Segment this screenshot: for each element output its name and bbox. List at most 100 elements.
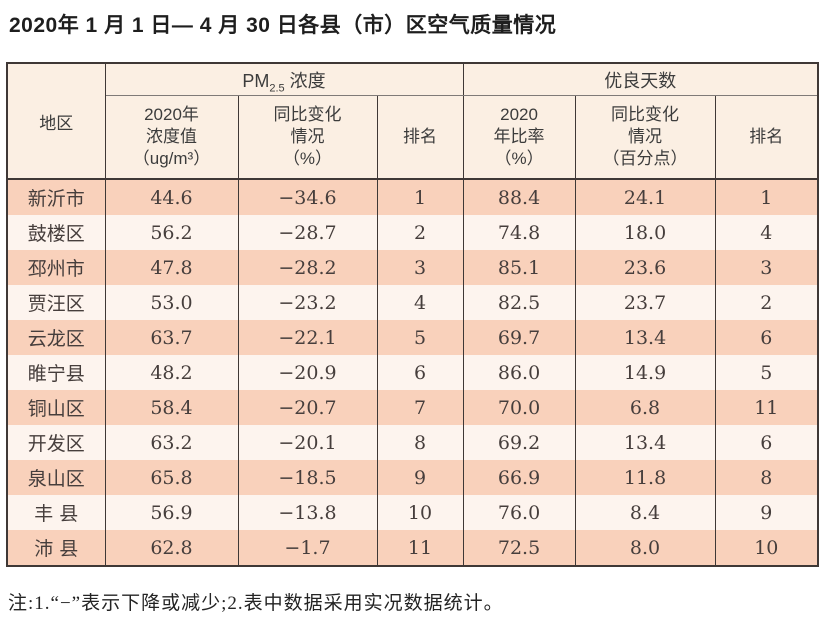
- pm-change-cell: −23.2: [237, 285, 378, 320]
- good-rank-cell: 5: [714, 355, 819, 390]
- pm-change-cell: −1.7: [237, 530, 378, 566]
- good-rate-cell: 86.0: [462, 355, 576, 390]
- region-cell: 邳州市: [6, 250, 106, 285]
- header-good-change: 同比变化 情况 （百分点）: [574, 95, 716, 180]
- good-rank-cell: 1: [714, 179, 819, 215]
- header-region: 地区: [6, 63, 106, 180]
- pm-rank-cell: 4: [376, 285, 464, 320]
- good-rate-cell: 76.0: [462, 495, 576, 530]
- air-quality-table: 地区 PM2.5 浓度 优良天数 2020年 浓度值 （ug/m³） 同比变化 …: [6, 62, 820, 567]
- pm-rank-cell: 9: [376, 460, 464, 495]
- good-rank-cell: 6: [714, 425, 819, 460]
- pm-change-cell: −34.6: [237, 179, 378, 215]
- pm-value-cell: 63.2: [104, 425, 239, 460]
- good-change-cell: 8.0: [574, 530, 716, 566]
- header-pm-rank: 排名: [376, 95, 464, 180]
- pm-value-cell: 65.8: [104, 460, 239, 495]
- table-row: 邳州市 47.8 −28.2 3 85.1 23.6 3: [6, 250, 819, 285]
- pm-rank-cell: 8: [376, 425, 464, 460]
- good-change-cell: 24.1: [574, 179, 716, 215]
- table-row: 泉山区 65.8 −18.5 9 66.9 11.8 8: [6, 460, 819, 495]
- pm-rank-cell: 3: [376, 250, 464, 285]
- pm-change-cell: −28.2: [237, 250, 378, 285]
- good-rank-cell: 6: [714, 320, 819, 355]
- pm-value-cell: 47.8: [104, 250, 239, 285]
- good-rate-cell: 69.7: [462, 320, 576, 355]
- region-cell: 泉山区: [6, 460, 106, 495]
- pm-rank-cell: 1: [376, 179, 464, 215]
- region-cell: 新沂市: [6, 179, 106, 215]
- pm-change-cell: −13.8: [237, 495, 378, 530]
- footnote: 注:1.“−”表示下降或减少;2.表中数据采用实况数据统计。: [8, 593, 504, 614]
- pm25-label: PM2.5 浓度: [242, 70, 326, 95]
- region-cell: 铜山区: [6, 390, 106, 425]
- good-change-cell: 14.9: [574, 355, 716, 390]
- region-cell: 鼓楼区: [6, 215, 106, 250]
- header-pm-change: 同比变化 情况 （%）: [237, 95, 378, 180]
- table-row: 开发区 63.2 −20.1 8 69.2 13.4 6: [6, 425, 819, 460]
- good-change-cell: 23.7: [574, 285, 716, 320]
- pm-rank-cell: 7: [376, 390, 464, 425]
- good-rank-cell: 9: [714, 495, 819, 530]
- table-header: 地区 PM2.5 浓度 优良天数 2020年 浓度值 （ug/m³） 同比变化 …: [6, 63, 819, 180]
- good-change-cell: 13.4: [574, 425, 716, 460]
- pm-value-cell: 58.4: [104, 390, 239, 425]
- pm-change-cell: −22.1: [237, 320, 378, 355]
- region-cell: 丰 县: [6, 495, 106, 530]
- pm-rank-cell: 11: [376, 530, 464, 566]
- good-change-cell: 8.4: [574, 495, 716, 530]
- table-row: 睢宁县 48.2 −20.9 6 86.0 14.9 5: [6, 355, 819, 390]
- pm-change-cell: −20.9: [237, 355, 378, 390]
- header-group-row: 地区 PM2.5 浓度 优良天数: [6, 63, 819, 180]
- pm-change-cell: −28.7: [237, 215, 378, 250]
- table-row: 贾汪区 53.0 −23.2 4 82.5 23.7 2: [6, 285, 819, 320]
- pm-rank-cell: 5: [376, 320, 464, 355]
- table-row: 鼓楼区 56.2 −28.7 2 74.8 18.0 4: [6, 215, 819, 250]
- good-rate-cell: 72.5: [462, 530, 576, 566]
- pm-value-cell: 63.7: [104, 320, 239, 355]
- region-cell: 沛 县: [6, 530, 106, 566]
- region-cell: 云龙区: [6, 320, 106, 355]
- table-row: 丰 县 56.9 −13.8 10 76.0 8.4 9: [6, 495, 819, 530]
- good-rate-cell: 85.1: [462, 250, 576, 285]
- header-good-rate: 2020 年比率 （%）: [462, 95, 576, 180]
- good-change-cell: 13.4: [574, 320, 716, 355]
- header-good-days-group: 优良天数: [462, 63, 819, 96]
- pm-value-cell: 56.2: [104, 215, 239, 250]
- good-rate-cell: 66.9: [462, 460, 576, 495]
- good-change-cell: 23.6: [574, 250, 716, 285]
- table-row: 新沂市 44.6 −34.6 1 88.4 24.1 1: [6, 179, 819, 215]
- header-pm25-group: PM2.5 浓度: [104, 63, 464, 96]
- pm-value-cell: 44.6: [104, 179, 239, 215]
- region-cell: 开发区: [6, 425, 106, 460]
- pm-rank-cell: 6: [376, 355, 464, 390]
- pm-rank-cell: 2: [376, 215, 464, 250]
- good-change-cell: 11.8: [574, 460, 716, 495]
- header-good-rank: 排名: [714, 95, 819, 180]
- good-rate-cell: 69.2: [462, 425, 576, 460]
- pm-change-cell: −20.1: [237, 425, 378, 460]
- good-rank-cell: 8: [714, 460, 819, 495]
- table-row: 沛 县 62.8 −1.7 11 72.5 8.0 10: [6, 530, 819, 566]
- good-rate-cell: 82.5: [462, 285, 576, 320]
- good-rank-cell: 11: [714, 390, 819, 425]
- good-change-cell: 18.0: [574, 215, 716, 250]
- good-rate-cell: 70.0: [462, 390, 576, 425]
- pm-change-cell: −18.5: [237, 460, 378, 495]
- page-title: 2020年 1 月 1 日— 4 月 30 日各县（市）区空气质量情况: [9, 14, 557, 37]
- table-body: 新沂市 44.6 −34.6 1 88.4 24.1 1 鼓楼区 56.2 −28.7 2 74.8 1…: [6, 179, 819, 566]
- good-rate-cell: 74.8: [462, 215, 576, 250]
- table-row: 铜山区 58.4 −20.7 7 70.0 6.8 11: [6, 390, 819, 425]
- pm-change-cell: −20.7: [237, 390, 378, 425]
- region-cell: 贾汪区: [6, 285, 106, 320]
- good-rank-cell: 4: [714, 215, 819, 250]
- pm-rank-cell: 10: [376, 495, 464, 530]
- header-pm-value: 2020年 浓度值 （ug/m³）: [104, 95, 239, 180]
- region-cell: 睢宁县: [6, 355, 106, 390]
- pm-value-cell: 48.2: [104, 355, 239, 390]
- pm-value-cell: 62.8: [104, 530, 239, 566]
- pm-value-cell: 56.9: [104, 495, 239, 530]
- good-change-cell: 6.8: [574, 390, 716, 425]
- good-rank-cell: 10: [714, 530, 819, 566]
